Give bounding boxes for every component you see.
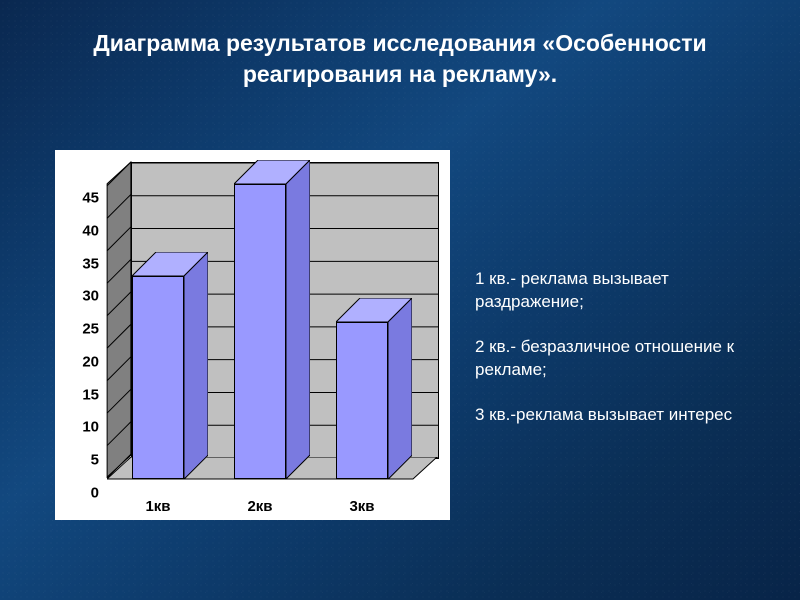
x-tick-label: 1кв <box>145 498 170 515</box>
y-tick-label: 45 <box>82 190 99 207</box>
y-tick-label: 15 <box>82 386 99 403</box>
chart-container: 0 5 10 15 20 25 30 35 40 45 1кв 2кв 3кв <box>55 150 450 520</box>
plot-area <box>107 162 437 497</box>
y-tick-label: 10 <box>82 419 99 436</box>
legend-item: 3 кв.-реклама вызывает интерес <box>475 404 775 427</box>
bar-side <box>184 252 208 479</box>
bars-layer <box>107 162 437 479</box>
legend: 1 кв.- реклама вызывает раздражение; 2 к… <box>475 268 775 449</box>
bar-side <box>286 160 310 479</box>
y-tick-label: 30 <box>82 288 99 305</box>
x-axis: 1кв 2кв 3кв <box>107 498 437 518</box>
y-tick-label: 25 <box>82 321 99 338</box>
x-tick-label: 2кв <box>247 498 272 515</box>
y-tick-label: 40 <box>82 222 99 239</box>
legend-item: 1 кв.- реклама вызывает раздражение; <box>475 268 775 314</box>
y-tick-label: 0 <box>91 485 99 502</box>
y-tick-label: 5 <box>91 452 99 469</box>
y-tick-label: 20 <box>82 353 99 370</box>
y-axis: 051015202530354045 <box>65 162 105 458</box>
bar-side <box>388 298 412 479</box>
bar <box>336 322 388 479</box>
bar <box>234 184 286 479</box>
y-tick-label: 35 <box>82 255 99 272</box>
chart-title: Диаграмма результатов исследования «Особ… <box>60 28 740 90</box>
bar <box>132 276 184 479</box>
legend-item: 2 кв.- безразличное отношение к рекламе; <box>475 336 775 382</box>
x-tick-label: 3кв <box>349 498 374 515</box>
